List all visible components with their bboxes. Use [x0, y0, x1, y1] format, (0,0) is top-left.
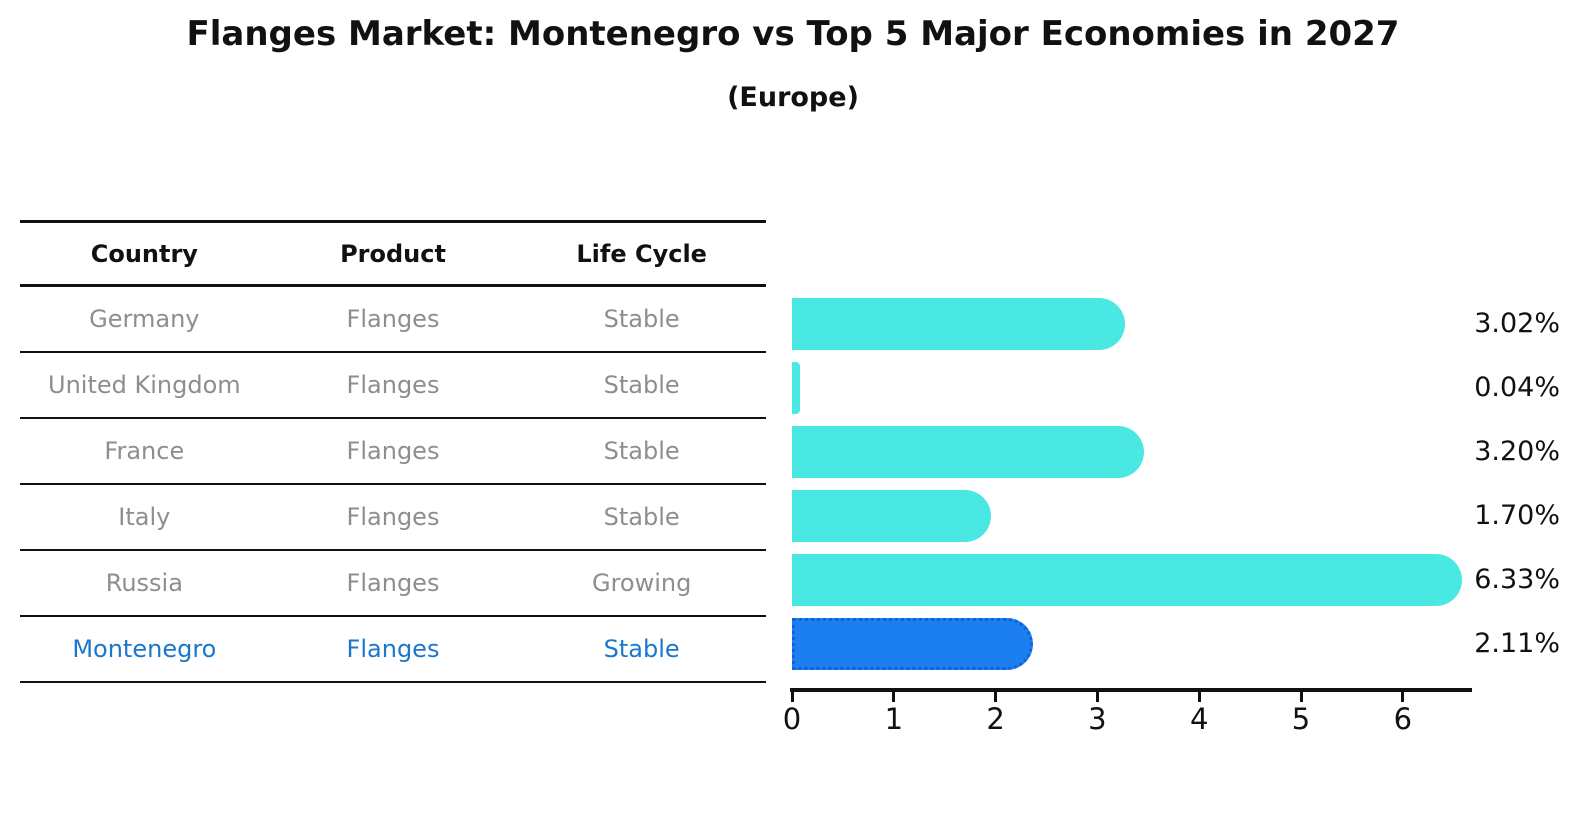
bar-russia — [792, 554, 1463, 606]
table-row-united-kingdom: United Kingdom Flanges Stable — [20, 353, 766, 419]
table-cell-product: Flanges — [346, 635, 440, 663]
table-row-russia: Russia Flanges Growing — [20, 551, 766, 617]
value-label-france: 3.20% — [1474, 436, 1560, 467]
table-cell-country: Montenegro — [72, 635, 217, 663]
table-row-montenegro: Montenegro Flanges Stable — [20, 617, 766, 683]
x-tick — [1401, 692, 1405, 702]
value-label-russia: 6.33% — [1474, 564, 1560, 595]
x-tick — [1299, 692, 1303, 702]
value-label-germany: 3.02% — [1474, 308, 1560, 339]
bar-germany — [792, 298, 1126, 350]
chart-subtitle: (Europe) — [727, 82, 859, 113]
table-cell-product: Flanges — [346, 437, 440, 465]
x-tick-label: 1 — [884, 702, 904, 736]
table-header-country: Country — [90, 239, 198, 268]
table-cell-country: Italy — [118, 503, 171, 531]
country-table: Country Product Life Cycle Germany Flange… — [20, 220, 766, 683]
table-cell-product: Flanges — [346, 371, 440, 399]
table-cell-product: Flanges — [346, 305, 440, 333]
table-header-life-cycle: Life Cycle — [576, 239, 707, 268]
x-tick-label: 3 — [1088, 702, 1107, 736]
bar-united-kingdom — [792, 362, 801, 414]
bar-france — [792, 426, 1144, 478]
table-cell-life-cycle: Stable — [603, 503, 680, 531]
x-tick-label: 6 — [1393, 702, 1413, 736]
table-header-row: Country Product Life Cycle — [20, 223, 766, 287]
x-tick-label: 4 — [1189, 702, 1209, 736]
x-tick — [1095, 692, 1099, 702]
x-tick — [994, 692, 998, 702]
table-row-germany: Germany Flanges Stable — [20, 287, 766, 353]
table-body: Germany Flanges Stable United Kingdom Flange… — [20, 287, 766, 683]
table-row-france: France Flanges Stable — [20, 419, 766, 485]
table-cell-country: Germany — [89, 305, 200, 333]
table-cell-life-cycle: Stable — [603, 635, 680, 663]
table-cell-country: Russia — [105, 569, 183, 597]
x-tick-label: 5 — [1291, 702, 1311, 736]
table-row-italy: Italy Flanges Stable — [20, 485, 766, 551]
x-tick-label: 2 — [986, 702, 1005, 736]
table-cell-product: Flanges — [346, 503, 440, 531]
table-cell-country: France — [104, 437, 185, 465]
chart-title: Flanges Market: Montenegro vs Top 5 Majo… — [186, 14, 1400, 54]
x-axis-line — [790, 688, 1472, 692]
table-cell-life-cycle: Stable — [603, 437, 680, 465]
table-cell-life-cycle: Growing — [591, 569, 692, 597]
table-cell-country: United Kingdom — [48, 371, 241, 399]
x-tick — [790, 692, 794, 702]
value-label-united-kingdom: 0.04% — [1474, 372, 1560, 403]
x-tick-label: 0 — [782, 702, 802, 736]
table-cell-life-cycle: Stable — [603, 371, 680, 399]
bar-italy — [792, 490, 992, 542]
table-cell-product: Flanges — [346, 569, 440, 597]
value-label-italy: 1.70% — [1474, 500, 1560, 531]
bar-montenegro — [792, 618, 1033, 670]
table-header-product: Product — [340, 239, 446, 268]
x-tick — [892, 692, 896, 702]
table-cell-life-cycle: Stable — [603, 305, 680, 333]
x-tick — [1197, 692, 1201, 702]
value-label-montenegro: 2.11% — [1474, 628, 1560, 659]
